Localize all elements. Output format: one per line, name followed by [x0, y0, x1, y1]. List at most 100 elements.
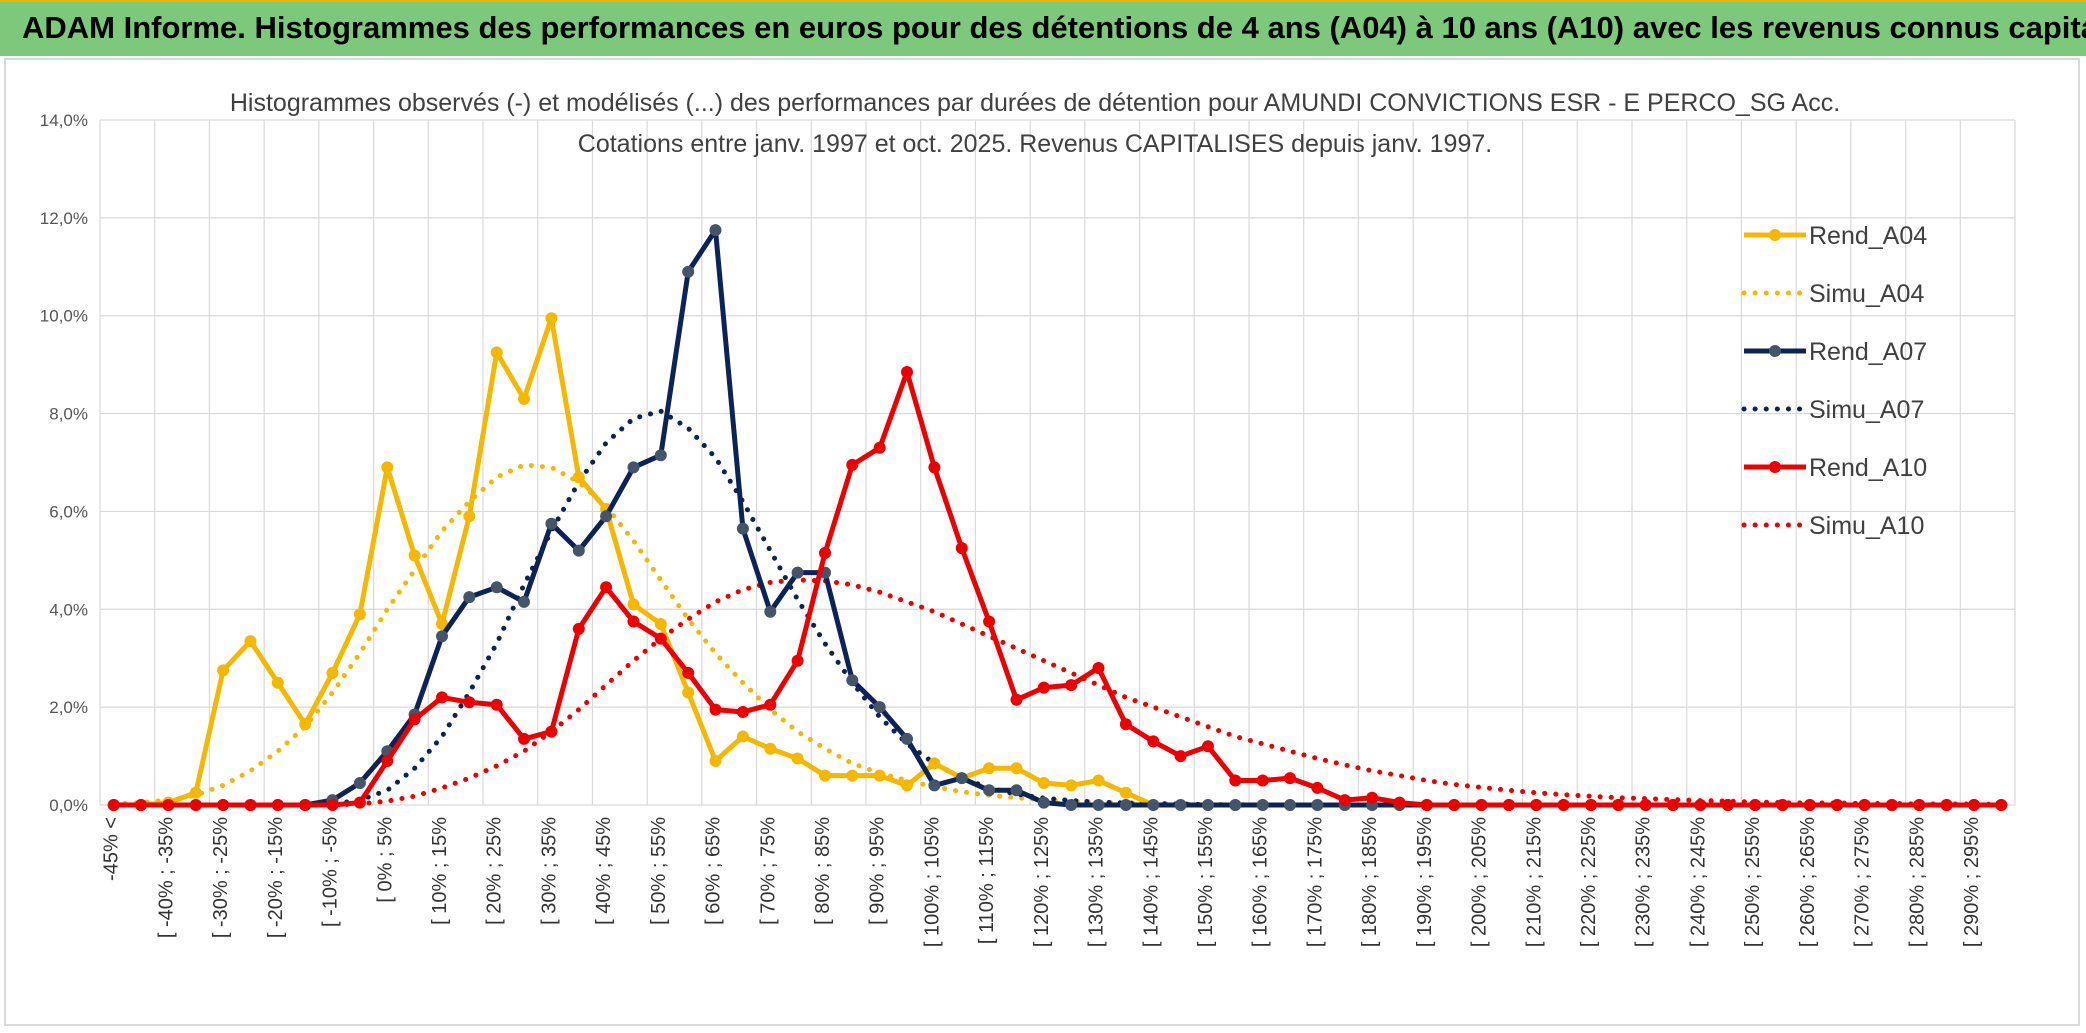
data-point [983, 762, 996, 775]
data-point [736, 522, 749, 535]
data-point [682, 666, 695, 679]
series-line [113, 369, 2002, 808]
x-tick-label: [ 270% ; 275% [1852, 817, 1874, 947]
data-point [1530, 799, 1543, 811]
data-point [1147, 799, 1160, 811]
data-point [381, 755, 394, 767]
data-point [873, 769, 886, 782]
chart-subtitle: Cotations entre janv. 1997 et oct. 2025.… [578, 130, 1492, 158]
data-point [1858, 799, 1871, 811]
data-point [1475, 799, 1488, 811]
data-point [1667, 799, 1679, 811]
series-rend_a04 [107, 312, 2008, 811]
data-point [1913, 799, 1926, 811]
y-tick-label: 6,0% [49, 502, 88, 521]
x-tick-label: [ 230% ; 235% [1633, 817, 1655, 947]
chart-frame [4, 58, 2080, 1026]
x-tick-label: [ 130% ; 135% [1086, 817, 1108, 947]
y-tick-label: 2,0% [49, 698, 88, 717]
series-line [111, 462, 2004, 808]
legend: Rend_A04 Simu_A04 Rend_A07 Simu_A07 Rend_A10… [1741, 222, 1927, 540]
data-point [873, 701, 886, 714]
data-point [846, 458, 859, 471]
axes: 0,0% 2,0% 4,0% 6,0% 8,0% 10,0% 12,0% 14,0% -45% … [40, 111, 1983, 947]
data-point [1119, 718, 1132, 731]
x-tick-label: [ 170% ; 175% [1304, 817, 1326, 947]
series-layer [107, 224, 2008, 811]
y-tick-label: 14,0% [40, 111, 88, 130]
data-point [1092, 774, 1105, 787]
x-tick-label: [ 260% ; 265% [1797, 817, 1819, 947]
data-point [928, 461, 941, 474]
legend-marker [1769, 229, 1781, 241]
data-point [135, 799, 147, 811]
data-point [1147, 735, 1160, 748]
data-point [764, 698, 777, 711]
data-point [873, 441, 886, 454]
series-simu_a10 [111, 577, 2004, 808]
data-point [1612, 799, 1625, 811]
data-point [600, 510, 613, 523]
legend-label: Simu_A07 [1809, 396, 1924, 424]
data-point [518, 392, 530, 405]
legend-item-rend_a07: Rend_A07 [1744, 338, 1927, 366]
x-tick-label: [ 190% ; 195% [1414, 817, 1436, 947]
data-point [1940, 799, 1953, 811]
data-point [1338, 794, 1351, 807]
legend-label: Simu_A10 [1809, 512, 1924, 540]
data-point [490, 698, 503, 711]
data-point [682, 265, 695, 278]
x-tick-label: [ 150% ; 155% [1195, 817, 1217, 947]
data-point [572, 544, 585, 557]
chart-title: Histogrammes observés (-) et modélisés (… [230, 89, 1840, 117]
data-point [901, 732, 913, 745]
data-point [299, 799, 312, 811]
data-point [1119, 786, 1132, 799]
data-point [791, 566, 804, 579]
legend-item-simu_a07: Simu_A07 [1741, 396, 1924, 424]
y-tick-label: 10,0% [40, 307, 88, 326]
data-point [1284, 772, 1296, 785]
x-tick-label: [ -30% ; -25% [210, 817, 232, 938]
data-point [1065, 679, 1078, 692]
data-point [1284, 799, 1296, 811]
data-point [764, 742, 777, 755]
data-point [408, 713, 421, 726]
data-point [791, 654, 804, 667]
data-point [1229, 774, 1242, 787]
series-rend_a10 [107, 366, 2008, 811]
data-point [326, 799, 339, 811]
data-point [353, 777, 366, 789]
data-point [271, 676, 284, 689]
data-point [1010, 693, 1023, 706]
data-point [244, 635, 257, 648]
x-tick-label: [ 280% ; 285% [1906, 817, 1928, 947]
y-tick-label: 0,0% [49, 796, 88, 815]
data-point [1010, 762, 1023, 775]
data-point [1420, 799, 1433, 811]
data-point [107, 799, 120, 811]
x-tick-label: [ 50% ; 55% [648, 817, 670, 925]
data-point [901, 366, 913, 378]
data-point [1502, 799, 1515, 811]
data-point [545, 517, 558, 530]
data-point [1174, 750, 1187, 763]
x-tick-label: -45% < [101, 817, 123, 881]
data-point [299, 718, 312, 731]
data-point [1092, 662, 1105, 674]
data-point [490, 346, 503, 359]
legend-item-simu_a10: Simu_A10 [1741, 512, 1924, 540]
data-point [518, 732, 530, 745]
data-point [1721, 799, 1734, 811]
data-point [217, 664, 230, 677]
x-tick-label: [ 160% ; 165% [1250, 817, 1272, 947]
data-point [490, 581, 503, 594]
legend-item-rend_a04: Rend_A04 [1744, 222, 1927, 250]
data-point [1557, 799, 1570, 811]
data-point [709, 755, 722, 767]
data-point [955, 542, 968, 555]
data-point [572, 471, 585, 484]
x-tick-label: [ 220% ; 225% [1578, 817, 1600, 947]
data-point [736, 730, 749, 743]
